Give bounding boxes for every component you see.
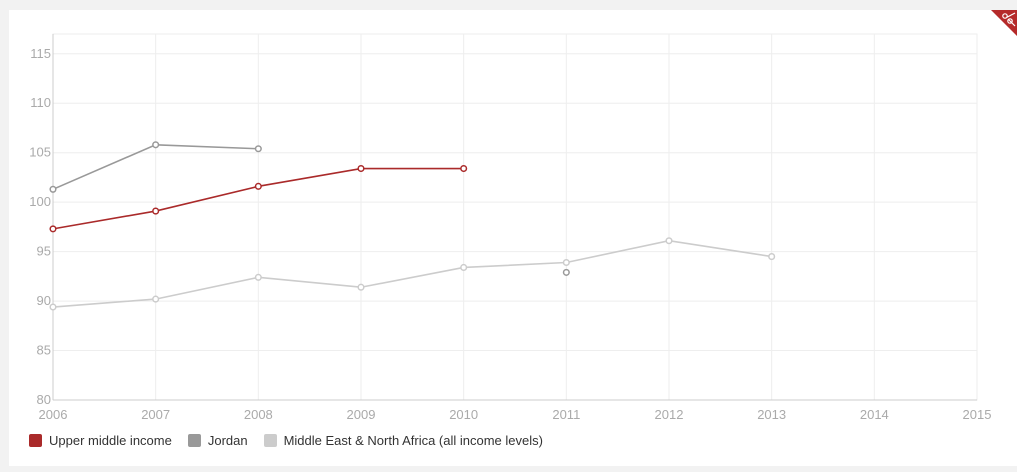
x-tick-label: 2012 xyxy=(655,407,684,422)
data-point xyxy=(49,185,57,193)
legend-swatch xyxy=(29,434,42,447)
legend-label: Jordan xyxy=(207,433,248,448)
series-upper-middle-income xyxy=(49,164,468,233)
y-tick-label: 80 xyxy=(37,392,51,407)
x-tick-label: 2010 xyxy=(449,407,478,422)
data-point xyxy=(152,207,160,215)
y-tick-label: 100 xyxy=(29,194,51,209)
x-tick-label: 2008 xyxy=(244,407,273,422)
tick-labels: 80 85 90 95 100 105 110 115 2006 2007 2008 2009 2010… xyxy=(29,46,991,422)
data-point xyxy=(49,225,57,233)
x-tick-label: 2014 xyxy=(860,407,889,422)
x-tick-label: 2015 xyxy=(963,407,992,422)
legend-swatch xyxy=(263,434,277,447)
scissors-icon[interactable] xyxy=(991,10,1017,36)
data-point xyxy=(152,295,160,303)
data-point xyxy=(665,237,673,245)
x-tick-label: 2011 xyxy=(552,407,580,422)
chart-card xyxy=(9,10,1017,466)
data-point xyxy=(357,283,365,291)
y-tick-label: 115 xyxy=(30,46,51,61)
x-tick-label: 2007 xyxy=(141,407,170,422)
x-tick-label: 2013 xyxy=(757,407,786,422)
data-point xyxy=(460,164,468,173)
data-point xyxy=(357,164,365,173)
legend-label: Upper middle income xyxy=(49,433,172,448)
data-point xyxy=(254,182,262,190)
y-tick-label: 95 xyxy=(37,244,51,259)
series-line xyxy=(52,239,772,308)
chart-axes xyxy=(52,34,977,401)
series-middle-east-north-africa-all-income-levels xyxy=(49,237,776,311)
y-tick-label: 105 xyxy=(29,145,51,160)
data-point xyxy=(152,141,160,149)
plot-frame xyxy=(52,33,978,401)
data-point xyxy=(562,258,570,267)
legend-item-upper-middle-income[interactable]: Upper middle income xyxy=(29,433,172,448)
series-jordan xyxy=(49,141,570,276)
data-point xyxy=(254,273,262,281)
y-tick-label: 85 xyxy=(37,343,51,358)
chart-legend: Upper middle income Jordan Middle East &… xyxy=(29,433,559,448)
chart-series xyxy=(49,141,776,311)
legend-swatch xyxy=(187,434,201,447)
data-point xyxy=(460,263,468,271)
data-point xyxy=(254,145,262,153)
chart-grid xyxy=(52,33,978,401)
y-tick-label: 90 xyxy=(37,293,51,308)
y-tick-label: 110 xyxy=(30,95,51,110)
x-tick-label: 2006 xyxy=(39,407,68,422)
legend-label: Middle East & North Africa (all income l… xyxy=(283,433,543,448)
x-tick-label: 2009 xyxy=(347,407,376,422)
legend-item-jordan[interactable]: Jordan xyxy=(187,433,248,448)
data-point xyxy=(562,268,570,276)
legend-item-mena[interactable]: Middle East & North Africa (all income l… xyxy=(263,433,543,448)
data-point xyxy=(49,303,57,311)
data-point xyxy=(768,253,776,261)
